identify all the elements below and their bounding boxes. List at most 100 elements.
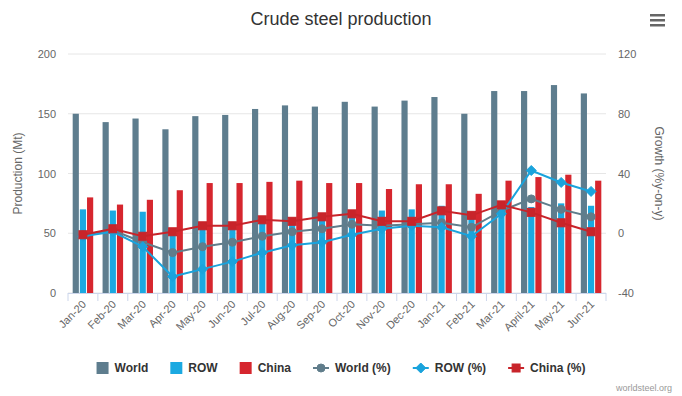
credit: worldsteel.org xyxy=(615,383,672,393)
point-marker xyxy=(318,213,326,221)
legend-symbol xyxy=(317,364,325,372)
bar xyxy=(199,226,205,293)
legend-label: ROW (%) xyxy=(435,361,486,375)
point-marker xyxy=(408,217,416,225)
title: Crude steel production xyxy=(250,9,431,29)
bar xyxy=(379,211,385,293)
bar xyxy=(491,91,497,293)
point-marker xyxy=(228,222,236,230)
point-marker xyxy=(378,217,386,225)
legend-item[interactable]: World xyxy=(97,361,149,375)
x-tick-label: Aug-20 xyxy=(264,298,298,332)
point-marker xyxy=(78,231,88,241)
bar xyxy=(349,212,355,293)
x-tick-label: Jan-20 xyxy=(56,298,88,330)
bar xyxy=(312,107,318,293)
legend-label: China (%) xyxy=(530,361,585,375)
x-tick-label: Nov-20 xyxy=(354,298,388,332)
x-tick xyxy=(127,293,128,301)
point-marker xyxy=(438,207,446,215)
bar xyxy=(505,181,511,293)
legend-label: ROW xyxy=(188,361,218,375)
point-marker xyxy=(468,211,476,219)
point-marker xyxy=(227,257,237,267)
y2-tick-label: 0 xyxy=(618,227,624,239)
x-tick xyxy=(606,293,607,301)
bar xyxy=(595,181,601,293)
bar xyxy=(409,209,415,293)
point-marker xyxy=(199,243,207,251)
line-series xyxy=(79,195,595,257)
point-marker xyxy=(348,210,356,218)
point-marker xyxy=(556,177,566,187)
grid xyxy=(68,54,606,293)
bar xyxy=(103,122,109,293)
y2-tick-label: 40 xyxy=(618,168,630,180)
legend-item[interactable]: China xyxy=(240,361,292,375)
legend-symbol xyxy=(512,364,520,372)
y-tick-label: 150 xyxy=(38,108,56,120)
bar xyxy=(468,213,474,293)
y2-axis-title: Growth (%y-on-y) xyxy=(652,126,666,220)
legend-item[interactable]: China (%) xyxy=(508,361,585,375)
x-tick xyxy=(337,293,338,301)
bar xyxy=(207,183,213,293)
bar xyxy=(289,218,295,293)
legend-symbol xyxy=(240,362,252,374)
chart: Crude steel production050100150200-40040… xyxy=(0,0,682,396)
bar xyxy=(110,211,116,293)
x-tick xyxy=(277,293,278,301)
legend-item[interactable]: ROW xyxy=(170,361,218,375)
bar xyxy=(132,119,138,293)
legend-item[interactable]: World (%) xyxy=(313,361,391,375)
point-marker xyxy=(228,238,236,246)
point-marker xyxy=(587,228,595,236)
line xyxy=(83,199,591,253)
menu-line xyxy=(650,14,665,17)
bar xyxy=(416,184,422,293)
bar xyxy=(356,183,362,293)
x-tick xyxy=(366,293,367,301)
y2-tick-label: -40 xyxy=(618,287,634,299)
point-marker xyxy=(586,186,596,196)
x-tick xyxy=(97,293,98,301)
point-marker xyxy=(169,228,177,236)
legend: World ROW China World (%) ROW (%) China (%) xyxy=(97,361,586,375)
point-marker xyxy=(527,208,535,216)
point-marker xyxy=(526,166,536,176)
x-tick-label: Mar-20 xyxy=(115,298,148,331)
x-tick-label: Jun-20 xyxy=(206,298,238,330)
point-marker xyxy=(496,209,506,219)
x-tick-label: April-21 xyxy=(501,298,536,333)
y2-tick-label: 120 xyxy=(618,48,636,60)
point-marker xyxy=(79,231,87,239)
x-tick-label: May-21 xyxy=(532,298,566,332)
bar xyxy=(222,115,228,293)
bar xyxy=(431,97,437,293)
bar xyxy=(170,232,176,293)
x-tick-label: Jun-21 xyxy=(564,298,596,330)
point-marker xyxy=(288,217,296,225)
bar xyxy=(476,194,482,293)
point-marker xyxy=(258,232,266,240)
bar xyxy=(372,107,378,293)
bar xyxy=(521,91,527,293)
x-tick xyxy=(456,293,457,301)
bar xyxy=(581,93,587,293)
menu-line xyxy=(650,24,665,27)
legend-label: World xyxy=(115,361,149,375)
bar xyxy=(446,184,452,293)
x-tick xyxy=(576,293,577,301)
x-tick xyxy=(157,293,158,301)
x-tick xyxy=(217,293,218,301)
bar xyxy=(588,206,594,293)
x-tick-label: Feb-20 xyxy=(85,298,118,331)
line xyxy=(83,205,591,236)
x-tick xyxy=(396,293,397,301)
legend-item[interactable]: ROW (%) xyxy=(413,361,486,375)
bar xyxy=(177,190,183,293)
point-marker xyxy=(287,240,297,250)
point-marker xyxy=(318,225,326,233)
bar xyxy=(342,102,348,293)
menu-icon[interactable] xyxy=(650,14,665,27)
